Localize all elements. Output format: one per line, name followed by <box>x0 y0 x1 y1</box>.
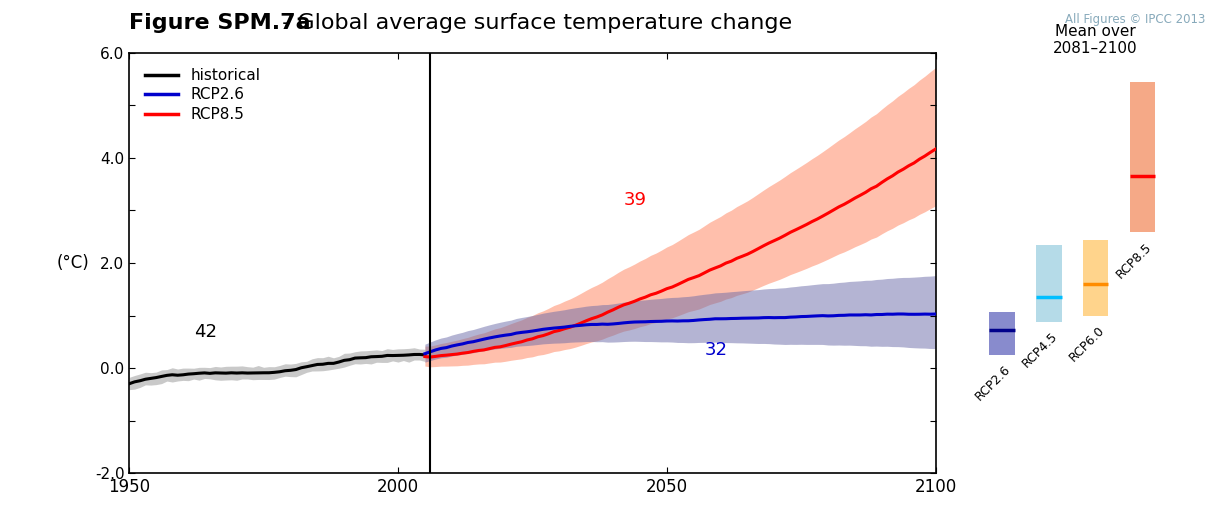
Text: RCP6.0: RCP6.0 <box>1066 324 1107 365</box>
Text: 32: 32 <box>704 341 728 359</box>
Text: 42: 42 <box>193 322 217 341</box>
Bar <box>1083 240 1108 316</box>
Text: 39: 39 <box>624 191 646 209</box>
Text: Mean over
2081–2100: Mean over 2081–2100 <box>1054 24 1137 56</box>
Text: - Global average surface temperature change: - Global average surface temperature cha… <box>275 13 792 33</box>
Text: RCP8.5: RCP8.5 <box>1113 240 1153 281</box>
Text: Figure SPM.7a: Figure SPM.7a <box>129 13 311 33</box>
Bar <box>1037 245 1061 322</box>
Bar <box>1130 82 1155 232</box>
Legend: historical, RCP2.6, RCP8.5: historical, RCP2.6, RCP8.5 <box>137 60 268 130</box>
Text: RCP2.6: RCP2.6 <box>974 362 1013 403</box>
Text: RCP4.5: RCP4.5 <box>1019 330 1060 370</box>
Text: All Figures © IPCC 2013: All Figures © IPCC 2013 <box>1065 13 1205 26</box>
Y-axis label: (°C): (°C) <box>57 254 89 272</box>
Bar <box>990 312 1014 355</box>
